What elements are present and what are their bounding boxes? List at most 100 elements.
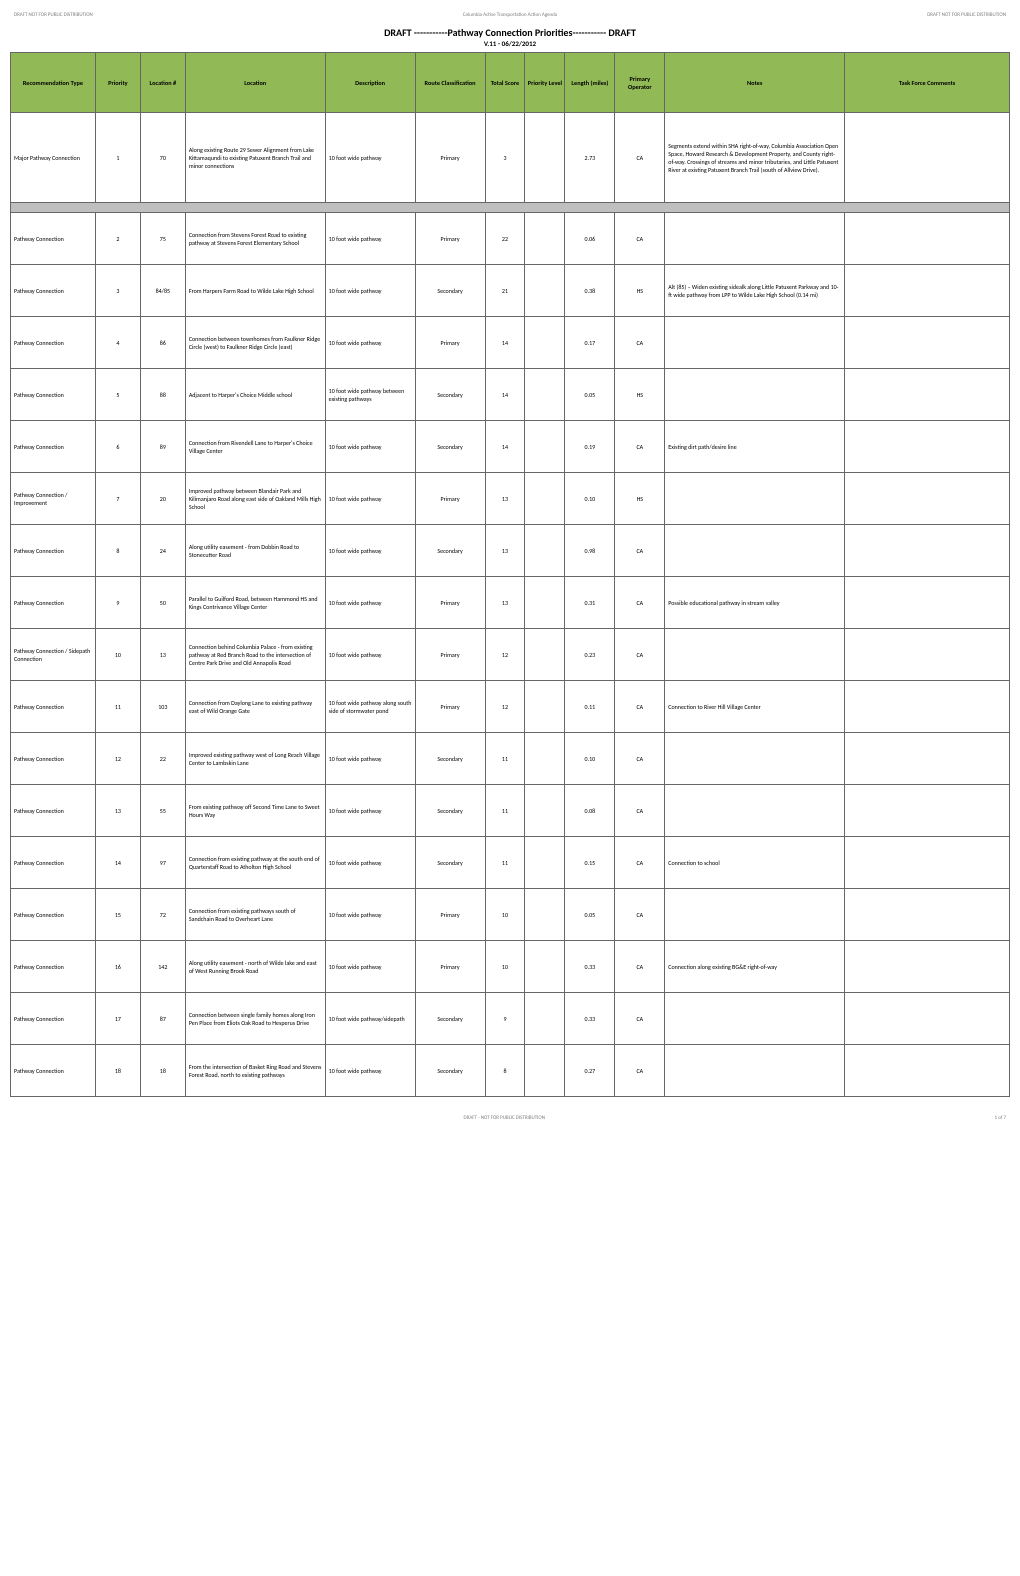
cell-type: Pathway Connection [11,1045,96,1097]
cell-location-num: 20 [140,473,185,525]
cell-notes: Connection along existing BG&E right-of-… [665,941,845,993]
cell-priority-level [525,993,565,1045]
cell-operator: CA [615,993,665,1045]
cell-location-num: 72 [140,889,185,941]
cell-operator: CA [615,421,665,473]
cell-location-num: 18 [140,1045,185,1097]
cell-priority-level [525,837,565,889]
cell-priority: 18 [95,1045,140,1097]
cell-location-num: 50 [140,577,185,629]
cell-type: Pathway Connection [11,369,96,421]
cell-priority-level [525,1045,565,1097]
cell-description: 10 foot wide pathway [325,317,415,369]
cell-notes: Connection to school [665,837,845,889]
cell-score: 12 [485,629,525,681]
cell-score: 10 [485,889,525,941]
cell-route: Secondary [415,265,485,317]
cell-length: 0.05 [565,889,615,941]
cell-length: 0.17 [565,317,615,369]
table-row: Pathway Connection588Adjacent to Harper'… [11,369,1010,421]
cell-tfc [845,265,1010,317]
cell-priority: 1 [95,113,140,203]
cell-priority: 4 [95,317,140,369]
cell-priority: 2 [95,213,140,265]
cell-notes [665,629,845,681]
table-row: Pathway Connection / Sidepath Connection… [11,629,1010,681]
cell-description: 10 foot wide pathway [325,941,415,993]
cell-operator: CA [615,213,665,265]
cell-priority-level [525,889,565,941]
cell-description: 10 foot wide pathway [325,577,415,629]
cell-length: 0.31 [565,577,615,629]
cell-operator: CA [615,889,665,941]
cell-score: 13 [485,525,525,577]
cell-score: 13 [485,577,525,629]
cell-score: 13 [485,473,525,525]
cell-operator: HS [615,369,665,421]
cell-priority-level [525,317,565,369]
cell-priority-level [525,213,565,265]
cell-operator: CA [615,681,665,733]
cell-priority: 8 [95,525,140,577]
cell-description: 10 foot wide pathway along south side of… [325,681,415,733]
cell-operator: CA [615,733,665,785]
cell-notes: Possible educational pathway in stream v… [665,577,845,629]
cell-tfc [845,629,1010,681]
cell-route: Primary [415,473,485,525]
cell-route: Secondary [415,733,485,785]
cell-tfc [845,473,1010,525]
separator-cell [11,203,1010,213]
cell-route: Primary [415,629,485,681]
cell-tfc [845,525,1010,577]
cell-priority: 11 [95,681,140,733]
cell-operator: HS [615,265,665,317]
cell-score: 22 [485,213,525,265]
cell-location: Connection between townhomes from Faulkn… [185,317,325,369]
cell-notes [665,473,845,525]
cell-tfc [845,889,1010,941]
table-row: Pathway Connection / Improvement720Impro… [11,473,1010,525]
cell-priority: 7 [95,473,140,525]
cell-route: Primary [415,213,485,265]
cell-length: 0.11 [565,681,615,733]
cell-notes [665,213,845,265]
cell-type: Pathway Connection [11,421,96,473]
cell-tfc [845,421,1010,473]
cell-location: Connection from Stevens Forest Road to e… [185,213,325,265]
col-notes: Notes [665,53,845,113]
cell-location-num: 97 [140,837,185,889]
table-row: Pathway Connection1572Connection from ex… [11,889,1010,941]
cell-description: 10 foot wide pathway [325,837,415,889]
cell-location: Connection from existing pathway at the … [185,837,325,889]
cell-priority: 3 [95,265,140,317]
cell-score: 14 [485,369,525,421]
cell-priority-level [525,421,565,473]
cell-score: 12 [485,681,525,733]
cell-description: 10 foot wide pathway [325,785,415,837]
cell-location-num: 89 [140,421,185,473]
cell-location: From the intersection of Basket Ring Roa… [185,1045,325,1097]
cell-location: Parallel to Guilford Road, between Hammo… [185,577,325,629]
cell-location-num: 22 [140,733,185,785]
table-row: Pathway Connection689Connection from Riv… [11,421,1010,473]
table-row: Pathway Connection950Parallel to Guilfor… [11,577,1010,629]
page-title: DRAFT -----------Pathway Connection Prio… [10,26,1010,39]
cell-location: Connection from existing pathways south … [185,889,325,941]
col-recommendation-type: Recommendation Type [11,53,96,113]
cell-location-num: 55 [140,785,185,837]
cell-operator: CA [615,785,665,837]
cell-tfc [845,1045,1010,1097]
cell-notes: Segments extend within SHA right-of-way,… [665,113,845,203]
cell-operator: CA [615,629,665,681]
col-location: Location [185,53,325,113]
cell-notes: Existing dirt path/desire line [665,421,845,473]
cell-type: Pathway Connection [11,941,96,993]
cell-length: 0.08 [565,785,615,837]
cell-route: Secondary [415,837,485,889]
cell-type: Pathway Connection [11,889,96,941]
cell-description: 10 foot wide pathway between existing pa… [325,369,415,421]
header-center-label: Columbia Active Transportation Action Ag… [463,12,557,18]
table-row: Major Pathway Connection170Along existin… [11,113,1010,203]
cell-operator: CA [615,1045,665,1097]
col-length: Length (miles) [565,53,615,113]
